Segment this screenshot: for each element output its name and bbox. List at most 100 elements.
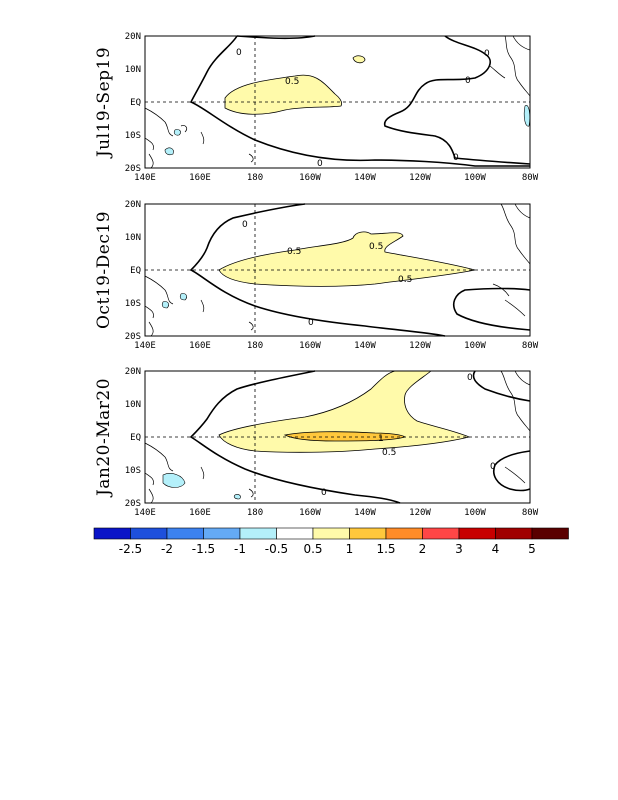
lon-axis: 140E 160E 180 160W 140W 120W 100W 80W: [134, 508, 539, 518]
zero-contour-line: [189, 203, 446, 337]
plot-frame: [144, 370, 531, 504]
colorbar-tick-label: 4: [492, 542, 500, 556]
period-label: Oct19-Dec19: [94, 211, 114, 329]
lon-tick-label: 160E: [189, 341, 211, 351]
lat-tick-label: 10N: [125, 400, 141, 410]
land-outline: [492, 203, 531, 317]
positive-anomaly-region: [224, 74, 343, 115]
contour-label: 0.5: [287, 247, 301, 257]
plot-frame: [144, 203, 531, 337]
map-plot-area: 0 0 0.5 0.5 0.5: [144, 203, 531, 337]
lon-tick-label: 160W: [299, 508, 321, 518]
lat-tick-label: 10N: [125, 233, 141, 243]
lon-tick-label: 80W: [522, 173, 539, 183]
contour-label: 0: [490, 462, 496, 472]
lon-tick-label: 160W: [299, 173, 321, 183]
lat-tick-label: 20S: [125, 499, 141, 509]
zero-contour-line: [383, 35, 531, 165]
colorbar-swatch: [239, 527, 277, 540]
lon-tick-label: 140E: [134, 173, 156, 183]
strong-anomaly-region: [283, 431, 406, 442]
negative-anomaly-patch: [523, 105, 531, 127]
contour-label: 0.5: [398, 275, 412, 285]
land-outline: [144, 107, 187, 169]
negative-anomaly-patch: [164, 147, 174, 156]
zero-contour-line: [493, 450, 531, 492]
colorbar-swatch: [349, 527, 387, 540]
lon-tick-label: 180: [247, 173, 263, 183]
contour-label: 0: [467, 373, 473, 383]
lat-tick-label: 10S: [125, 299, 141, 309]
lon-tick-label: 160E: [189, 508, 211, 518]
lon-tick-label: 140E: [134, 341, 156, 351]
lat-axis: 20N 10N EQ 10S 20S: [125, 200, 141, 342]
colorbar: -2.5 -2 -1.5 -1 -0.5 0.5 1 1.5 2 3 4 5: [93, 527, 569, 556]
lat-axis: 20N 10N EQ 10S 20S: [125, 367, 141, 509]
plot-frame: [144, 35, 531, 169]
colorbar-swatch: [495, 527, 533, 540]
colorbar-tick-label: 3: [455, 542, 463, 556]
lon-tick-label: 120W: [409, 341, 431, 351]
zero-contour-line: [189, 370, 401, 504]
lon-tick-label: 180: [247, 341, 263, 351]
positive-anomaly-region-small: [352, 55, 366, 64]
lon-tick-label: 100W: [464, 173, 486, 183]
colorbar-tick-label: -0.5: [265, 542, 288, 556]
contour-label: 0: [321, 488, 327, 498]
colorbar-tick-label: -2.5: [119, 542, 142, 556]
negative-anomaly-patch: [179, 293, 187, 301]
lon-tick-label: 180: [247, 508, 263, 518]
lon-tick-label: 80W: [522, 341, 539, 351]
zero-contour-line: [236, 35, 316, 40]
lat-tick-label: 20S: [125, 164, 141, 174]
colorbar-swatch: [385, 527, 423, 540]
colorbar-tick-label: 2: [419, 542, 427, 556]
lon-tick-label: 120W: [409, 173, 431, 183]
contour-label: 0: [484, 49, 490, 59]
contour-label: 0.5: [382, 448, 396, 458]
lon-tick-label: 140W: [354, 508, 376, 518]
lon-tick-label: 120W: [409, 508, 431, 518]
colorbar-swatch: [93, 527, 131, 540]
land-outline: [489, 35, 531, 97]
colorbar-swatch: [166, 527, 204, 540]
colorbar-tick-label: 0.5: [303, 542, 322, 556]
colorbar-swatch: [531, 527, 569, 540]
colorbar-tick-label: 1.5: [376, 542, 395, 556]
colorbar-swatch: [458, 527, 496, 540]
panel-jan20-mar20: 0 0 0 1 0.5 Jan20-Mar20 20N 10N EQ 10S 2…: [94, 367, 539, 518]
contour-label: 0: [236, 48, 242, 58]
lon-tick-label: 80W: [522, 508, 539, 518]
negative-anomaly-patch: [173, 129, 181, 136]
lon-tick-label: 140W: [354, 173, 376, 183]
map-plot-area: 0 0 0 0 0 0.5: [144, 35, 531, 169]
period-label: Jul19-Sep19: [94, 47, 114, 159]
lat-tick-label: 10S: [125, 131, 141, 141]
lon-axis: 140E 160E 180 160W 140W 120W 100W 80W: [134, 173, 539, 183]
contour-label: 0: [453, 153, 459, 163]
negative-anomaly-patch: [161, 301, 169, 309]
map-plot-area: 0 0 0 1 0.5: [144, 370, 531, 504]
colorbar-tick-label: -2: [161, 542, 173, 556]
contour-label: 1: [378, 434, 384, 444]
lon-tick-label: 160E: [189, 173, 211, 183]
zero-contour-line: [472, 370, 531, 402]
lat-tick-label: EQ: [130, 266, 141, 276]
lat-tick-label: 10S: [125, 466, 141, 476]
negative-anomaly-patch: [162, 473, 186, 488]
lon-tick-label: 140E: [134, 508, 156, 518]
lat-axis: 20N 10N EQ 10S 20S: [125, 32, 141, 174]
negative-anomaly-patch: [233, 494, 241, 500]
land-outline: [144, 275, 254, 337]
land-outline: [200, 131, 254, 163]
colorbar-swatch: [422, 527, 460, 540]
contour-label: 0: [308, 318, 314, 328]
period-label: Jan20-Mar20: [94, 378, 114, 498]
lat-tick-label: 10N: [125, 65, 141, 75]
lon-tick-label: 140W: [354, 341, 376, 351]
colorbar-swatch: [130, 527, 168, 540]
lon-tick-label: 100W: [464, 508, 486, 518]
panel-oct19-dec19: 0 0 0.5 0.5 0.5 Oct19-Dec19 20N 10N EQ 1…: [94, 200, 539, 351]
positive-anomaly-region: [218, 370, 471, 453]
